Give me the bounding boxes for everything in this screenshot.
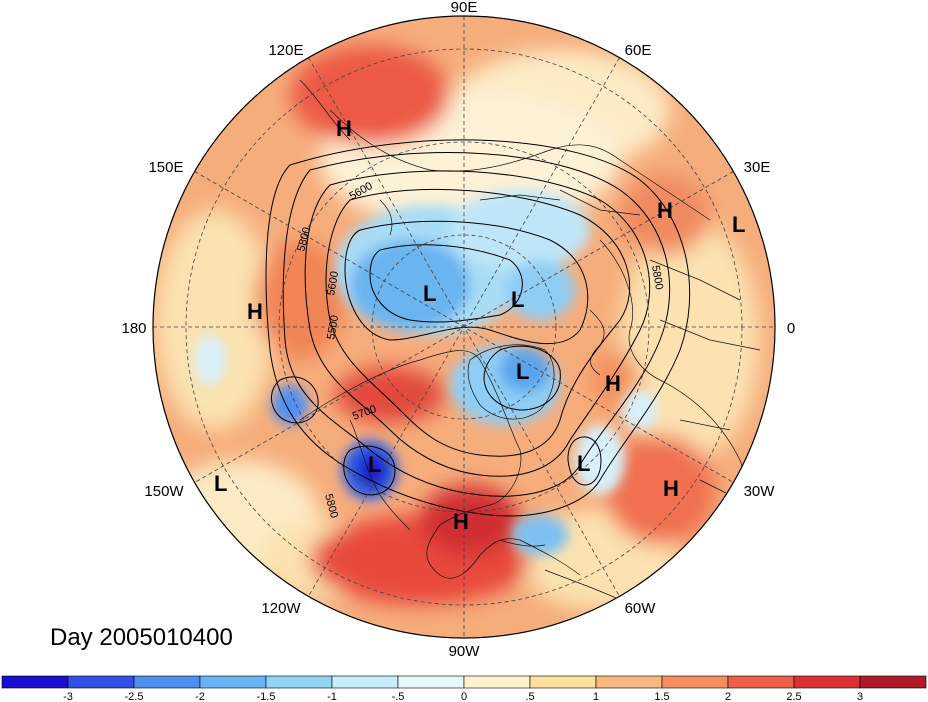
colorbar-swatch <box>727 675 795 689</box>
low-pressure-label: L <box>516 359 529 384</box>
lon-label-150w: 150W <box>144 483 184 500</box>
colorbar-tick-label: -.5 <box>392 691 405 702</box>
lon-label-60w: 60W <box>625 600 657 617</box>
longitude-labels: 90E 60E 30E 0 30W 60W 90W 120W 150W 180 … <box>121 0 795 660</box>
colorbar-swatch <box>199 675 267 689</box>
lon-label-30e: 30E <box>744 159 771 176</box>
pressure-centers: H L H L L L H L H L H L H <box>214 116 745 534</box>
colorbar-swatch <box>331 675 399 689</box>
colorbar-swatch <box>859 675 927 689</box>
low-pressure-label: L <box>511 287 524 312</box>
low-pressure-label: L <box>732 212 745 237</box>
colorbar-tick-label: -3 <box>63 691 73 702</box>
high-pressure-label: H <box>605 371 621 396</box>
colorbar-swatch <box>595 675 663 689</box>
colorbar-swatch <box>529 675 597 689</box>
lon-label-90w: 90W <box>449 643 481 660</box>
colorbar-tick-label: -1.5 <box>257 691 276 702</box>
colorbar-tick-label: 1 <box>593 691 599 702</box>
colorbar-swatch <box>397 675 465 689</box>
colorbar-tick-label: -1 <box>327 691 337 702</box>
lon-label-30w: 30W <box>744 483 776 500</box>
low-pressure-label: L <box>577 451 590 476</box>
low-pressure-label: L <box>368 452 381 477</box>
lon-label-150e: 150E <box>148 159 183 176</box>
low-pressure-label: L <box>423 281 436 306</box>
high-pressure-label: H <box>663 476 679 501</box>
colorbar-tick-label: 3 <box>857 691 863 702</box>
high-pressure-label: H <box>657 198 673 223</box>
colorbar-swatch <box>265 675 333 689</box>
high-pressure-label: H <box>336 116 352 141</box>
colorbar-tick-label: 0 <box>461 691 467 702</box>
colorbar-tick-label: -2.5 <box>125 691 144 702</box>
colorbar-tick-label: 2.5 <box>786 691 801 702</box>
lon-label-180: 180 <box>121 320 146 337</box>
colorbar-tick-label: 1.5 <box>654 691 669 702</box>
lon-label-120e: 120E <box>268 42 303 59</box>
high-pressure-label: H <box>453 509 469 534</box>
lon-label-0: 0 <box>787 320 795 337</box>
map-boundary <box>152 15 776 639</box>
graticule <box>153 16 775 638</box>
colorbar-swatch <box>133 675 201 689</box>
colorbar-swatch <box>67 675 135 689</box>
colorbar-tick-label: .5 <box>525 691 534 702</box>
colorbar-tick-label: 2 <box>725 691 731 702</box>
colorbar-tick-label: -2 <box>195 691 205 702</box>
colorbar-swatch <box>661 675 729 689</box>
lon-label-90e: 90E <box>451 0 478 16</box>
high-pressure-label: H <box>247 299 263 324</box>
height-contours <box>265 139 691 517</box>
lon-label-120w: 120W <box>261 600 301 617</box>
contour-label: 5800 <box>649 264 665 290</box>
colorbar-swatch <box>793 675 861 689</box>
colorbar-swatch <box>1 675 69 689</box>
colorbar-swatch <box>463 675 531 689</box>
contour-label: 5600 <box>325 270 341 296</box>
contour-label: 5500 <box>325 314 341 340</box>
lon-label-60e: 60E <box>625 42 652 59</box>
date-label: Day 2005010400 <box>50 624 233 651</box>
colorbar: -3 -2.5 -2 -1.5 -1 -.5 0 .5 1 1.5 2 2.5 3 <box>1 675 927 702</box>
low-pressure-label: L <box>214 471 227 496</box>
